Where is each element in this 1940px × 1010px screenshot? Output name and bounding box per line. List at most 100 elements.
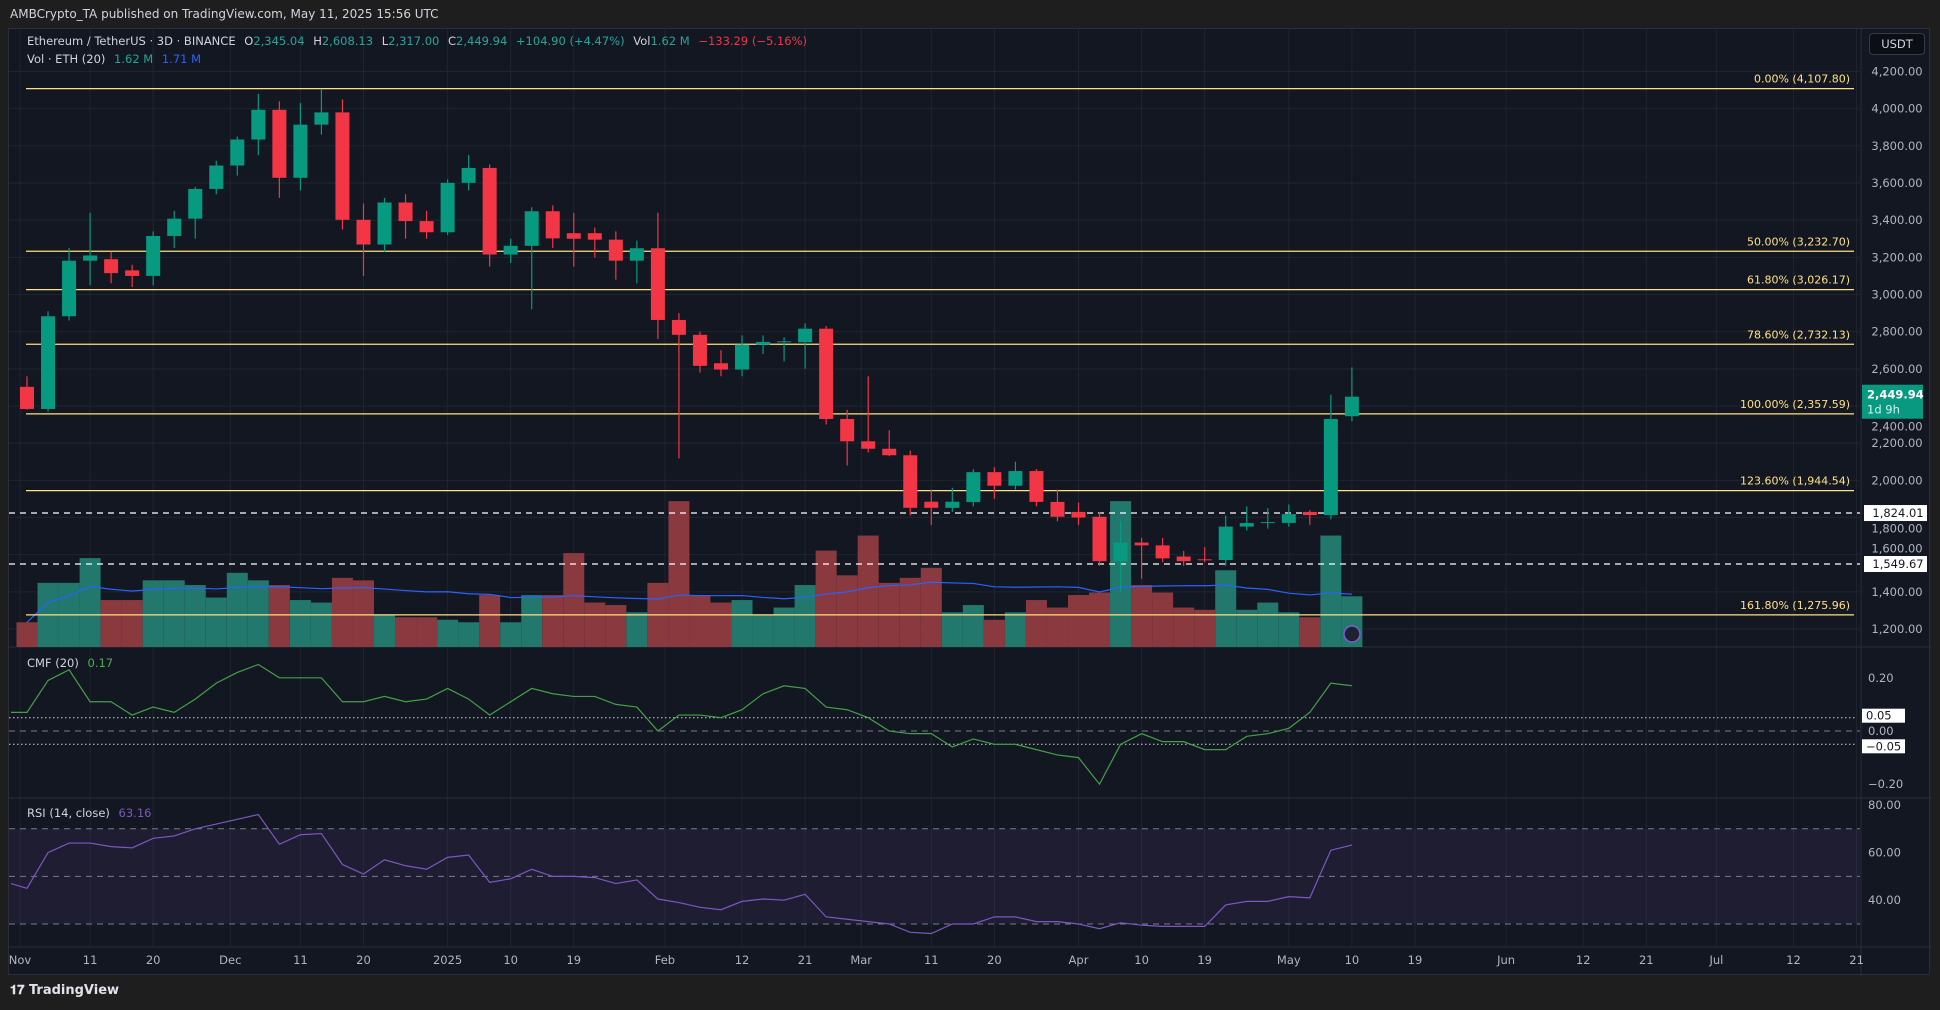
cmf-level-badge: [1862, 739, 1905, 754]
price-badge-label: 1,824.01: [1872, 506, 1923, 520]
candle-body: [1344, 396, 1359, 417]
volume-bar: [1046, 607, 1068, 647]
last-price-label: 2,449.94: [1867, 388, 1924, 402]
candle-body: [1155, 545, 1170, 559]
candle-body: [230, 139, 245, 166]
volume-bar: [1173, 607, 1195, 647]
time-tick-label: 21: [1639, 953, 1654, 967]
open-label: O: [244, 34, 254, 48]
rsi-label[interactable]: RSI (14, close): [27, 806, 110, 820]
time-tick-label: Mar: [850, 953, 872, 967]
price-tick-label: 1,200.00: [1871, 622, 1922, 636]
tv-logo-icon: 𝟏𝟕: [10, 983, 29, 998]
volume-bar: [16, 622, 38, 647]
volume-bar: [521, 595, 543, 647]
candle-body: [861, 441, 876, 449]
time-tick-label: 12: [735, 953, 750, 967]
candle-body: [1197, 559, 1212, 561]
currency-button[interactable]: USDT: [1869, 33, 1925, 55]
volume-bar: [899, 577, 921, 647]
fib-label: 0.00% (4,107.80): [1754, 73, 1850, 86]
time-tick-label: 10: [503, 953, 518, 967]
cmf-label[interactable]: CMF (20): [27, 656, 79, 670]
candle-body: [209, 165, 224, 189]
close-value: 2,449.94: [456, 34, 508, 48]
fib-label: 78.60% (2,732.13): [1747, 328, 1850, 341]
candle-body: [461, 167, 476, 183]
candle-body: [1050, 501, 1065, 517]
candle-body: [356, 219, 371, 245]
time-tick-label: Nov: [9, 953, 31, 967]
time-tick-label: 19: [1197, 953, 1212, 967]
candle-body: [756, 341, 771, 345]
candle-body: [1239, 523, 1254, 527]
price-tick-label: 3,400.00: [1871, 213, 1922, 227]
price-tick-label: 3,600.00: [1871, 176, 1922, 190]
volume-indicator-value: 1.62 M: [114, 52, 154, 66]
time-tick-label: Feb: [655, 953, 675, 967]
volume-bar: [374, 614, 396, 647]
volume-bar: [395, 617, 417, 647]
rsi-tick-label: 60.00: [1868, 846, 1901, 860]
high-label: H: [313, 34, 322, 48]
volume-bar: [626, 612, 648, 647]
time-tick-label: 10: [1345, 953, 1360, 967]
volume-bar: [458, 622, 480, 647]
volume-bar: [668, 501, 690, 647]
candle-body: [903, 455, 918, 508]
symbol-legend: Ethereum / TetherUS · 3D · BINANCE O2,34…: [27, 34, 812, 48]
rsi-value: 63.16: [118, 806, 152, 820]
volume-bar: [1131, 585, 1153, 647]
volume-bar: [416, 617, 438, 647]
volume-bar: [310, 602, 332, 647]
candle-body: [1113, 542, 1128, 562]
candle-body: [20, 386, 34, 409]
candle-body: [924, 501, 939, 508]
price-tick-label: 3,000.00: [1871, 287, 1922, 301]
cmf-tick-label: 0.00: [1868, 724, 1894, 738]
candle-body: [1134, 542, 1149, 546]
rsi-tick-label: 80.00: [1868, 798, 1901, 812]
chart-canvas[interactable]: 0.00% (4,107.80) 50.00% (3,232.70) 61.80% …: [9, 29, 1931, 976]
countdown-label: 1d 9h: [1867, 403, 1900, 417]
publish-header: AMBCrypto_TA published on TradingView.co…: [10, 7, 439, 21]
volume-indicator-label[interactable]: Vol · ETH (20): [27, 52, 106, 66]
time-tick-label: 19: [1408, 953, 1423, 967]
tradingview-logo: 𝟏𝟕 TradingView: [10, 983, 119, 998]
volume-bar: [731, 600, 753, 647]
candle-body: [377, 202, 392, 245]
price-tick-label: 2,200.00: [1871, 436, 1922, 450]
volume-bar: [857, 535, 879, 647]
candle-body: [1323, 419, 1338, 516]
price-tick-label: 3,200.00: [1871, 250, 1922, 264]
volume-bar: [479, 595, 501, 647]
volume-ma-line: [26, 581, 1352, 623]
close-label: C: [448, 34, 457, 48]
cmf-level-label: 0.05: [1866, 709, 1892, 723]
price-badge: [1864, 505, 1927, 522]
candle-body: [524, 211, 539, 246]
fib-label: 61.80% (3,026.17): [1747, 274, 1850, 287]
price-tick-label: 4,200.00: [1871, 65, 1922, 79]
price-tick-label: 4,000.00: [1871, 102, 1922, 116]
time-tick-label: 12: [1576, 953, 1591, 967]
volume-ma-value: 1.71 M: [161, 52, 202, 66]
candle-body: [1260, 522, 1275, 524]
volume-bar: [1152, 592, 1174, 647]
fib-label: 161.80% (1,275.96): [1740, 599, 1850, 612]
candle-body: [629, 248, 644, 261]
price-badge-label: 1,549.67: [1872, 557, 1923, 571]
fib-label: 50.00% (3,232.70): [1747, 235, 1850, 248]
time-tick-label: 10: [1134, 953, 1149, 967]
volume-bar: [584, 602, 606, 647]
symbol-name[interactable]: Ethereum / TetherUS · 3D · BINANCE: [27, 34, 236, 48]
candle-body: [966, 472, 981, 503]
time-tick-label: 20: [146, 953, 161, 967]
time-tick-label: 21: [798, 953, 813, 967]
chart-frame[interactable]: 0.00% (4,107.80) 50.00% (3,232.70) 61.80% …: [8, 28, 1931, 976]
candle-body: [1302, 511, 1317, 516]
candle-body: [398, 202, 413, 222]
volume-bar: [1278, 612, 1300, 647]
candle-body: [314, 112, 329, 125]
candle-body: [566, 233, 581, 239]
